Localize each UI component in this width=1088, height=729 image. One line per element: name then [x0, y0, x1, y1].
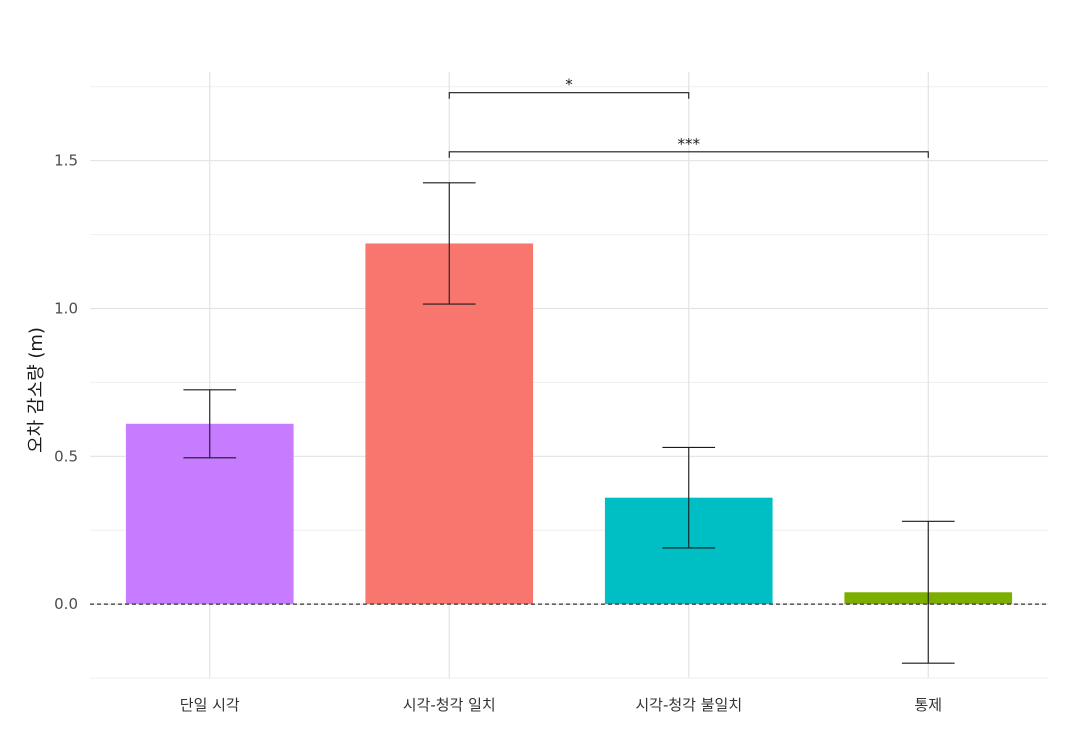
- y-tick-label: 0.0: [54, 595, 78, 613]
- bar-layer: [125, 243, 1013, 605]
- axis-layer: 0.0 0.5 1.0 1.5 단일 시각 시각-청각 일치 시각-청각 불일치 통제: [54, 152, 942, 714]
- x-category-label: 시각-청각 일치: [403, 696, 496, 714]
- y-tick-label: 0.5: [54, 447, 78, 465]
- significance-label: ***: [678, 135, 701, 153]
- x-category-label: 단일 시각: [180, 696, 240, 714]
- y-axis-title: 오차 감소량 (m): [26, 327, 47, 453]
- significance-bracket: [448, 151, 929, 158]
- y-tick-label: 1.0: [54, 299, 78, 317]
- x-category-label: 시각-청각 불일치: [635, 696, 742, 714]
- significance-label: *: [565, 76, 573, 94]
- error-bar-layer: [183, 182, 955, 664]
- significance-layer: ****: [448, 76, 929, 158]
- significance-bracket: [448, 92, 690, 99]
- x-category-label: 통제: [914, 696, 942, 714]
- y-tick-label: 1.5: [54, 152, 78, 170]
